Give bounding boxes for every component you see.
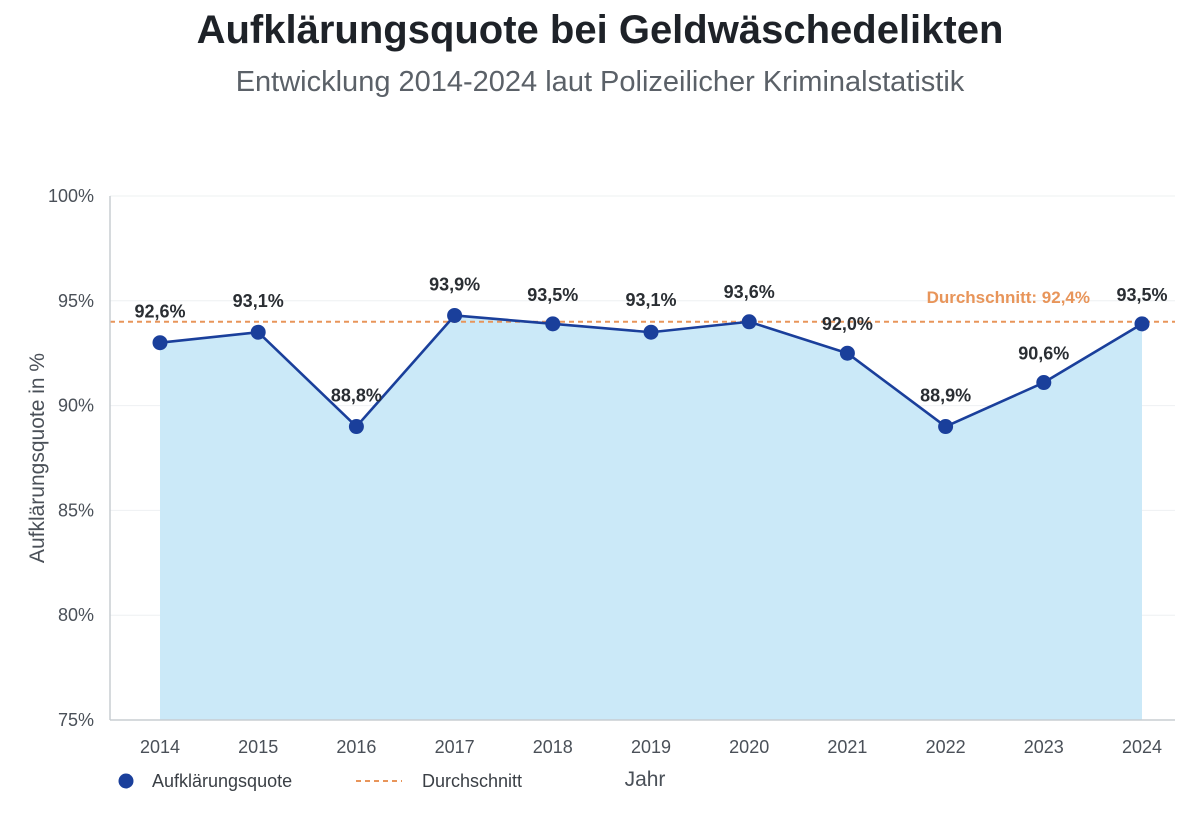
- data-point: [1134, 316, 1150, 332]
- data-labels: 92,6% 93,1% 88,8% 93,9% 93,5% 93,1% 93,6% 92,0%…: [134, 274, 1167, 405]
- legend-label: Aufklärungsquote: [152, 771, 292, 791]
- data-label: 93,6%: [724, 282, 775, 302]
- axes: 75% 80% 85% 90% 95% 100% 2014 2015 2016 2017 2018 2…: [26, 186, 1175, 791]
- x-tick-label: 2022: [926, 737, 966, 757]
- data-label: 92,0%: [822, 314, 873, 334]
- data-label: 93,5%: [527, 285, 578, 305]
- data-label: 90,6%: [1018, 344, 1069, 364]
- data-point: [545, 316, 561, 332]
- y-axis-title: Aufklärungsquote in %: [26, 353, 49, 563]
- data-points: [152, 307, 1150, 435]
- x-tick-label: 2021: [827, 737, 867, 757]
- x-tick-label: 2019: [631, 737, 671, 757]
- area-fill: [160, 315, 1142, 720]
- area-series: [160, 315, 1142, 720]
- data-point: [938, 419, 954, 435]
- data-point: [839, 345, 855, 361]
- data-label: 93,1%: [233, 291, 284, 311]
- data-point: [250, 324, 266, 340]
- data-point: [152, 335, 168, 351]
- data-point: [348, 419, 364, 435]
- legend-label: Durchschnitt: [422, 771, 522, 791]
- data-point: [447, 307, 463, 323]
- x-tick-label: 2018: [533, 737, 573, 757]
- data-label: 88,9%: [920, 386, 971, 406]
- data-label: 93,5%: [1116, 285, 1167, 305]
- x-tick-label: 2020: [729, 737, 769, 757]
- x-tick-label: 2017: [435, 737, 475, 757]
- data-point: [741, 314, 757, 330]
- x-tick-label: 2014: [140, 737, 180, 757]
- y-tick-label: 95%: [58, 291, 94, 311]
- chart-title: Aufklärungsquote bei Geldwäschedelikten: [196, 8, 1004, 52]
- x-tick-label: 2023: [1024, 737, 1064, 757]
- x-axis-title: Jahr: [625, 768, 666, 791]
- chart-subtitle: Entwicklung 2014-2024 laut Polizeilicher…: [235, 66, 965, 98]
- legend-marker-dot: [118, 773, 134, 789]
- x-tick-label: 2016: [336, 737, 376, 757]
- data-label: 88,8%: [331, 386, 382, 406]
- average-label: Durchschnitt: 92,4%: [927, 288, 1090, 307]
- average-line-group: Durchschnitt: 92,4%: [110, 288, 1175, 323]
- y-tick-label: 80%: [58, 605, 94, 625]
- data-label: 92,6%: [134, 302, 185, 322]
- data-point: [643, 324, 659, 340]
- data-label: 93,1%: [625, 290, 676, 310]
- y-tick-label: 100%: [48, 186, 94, 206]
- data-point: [1036, 375, 1052, 391]
- x-tick-label: 2015: [238, 737, 278, 757]
- y-tick-label: 85%: [58, 500, 94, 520]
- y-tick-label: 90%: [58, 396, 94, 416]
- legend: Aufklärungsquote Durchschnitt: [118, 771, 522, 791]
- x-tick-label: 2024: [1122, 737, 1162, 757]
- y-tick-label: 75%: [58, 710, 94, 730]
- data-label: 93,9%: [429, 274, 480, 294]
